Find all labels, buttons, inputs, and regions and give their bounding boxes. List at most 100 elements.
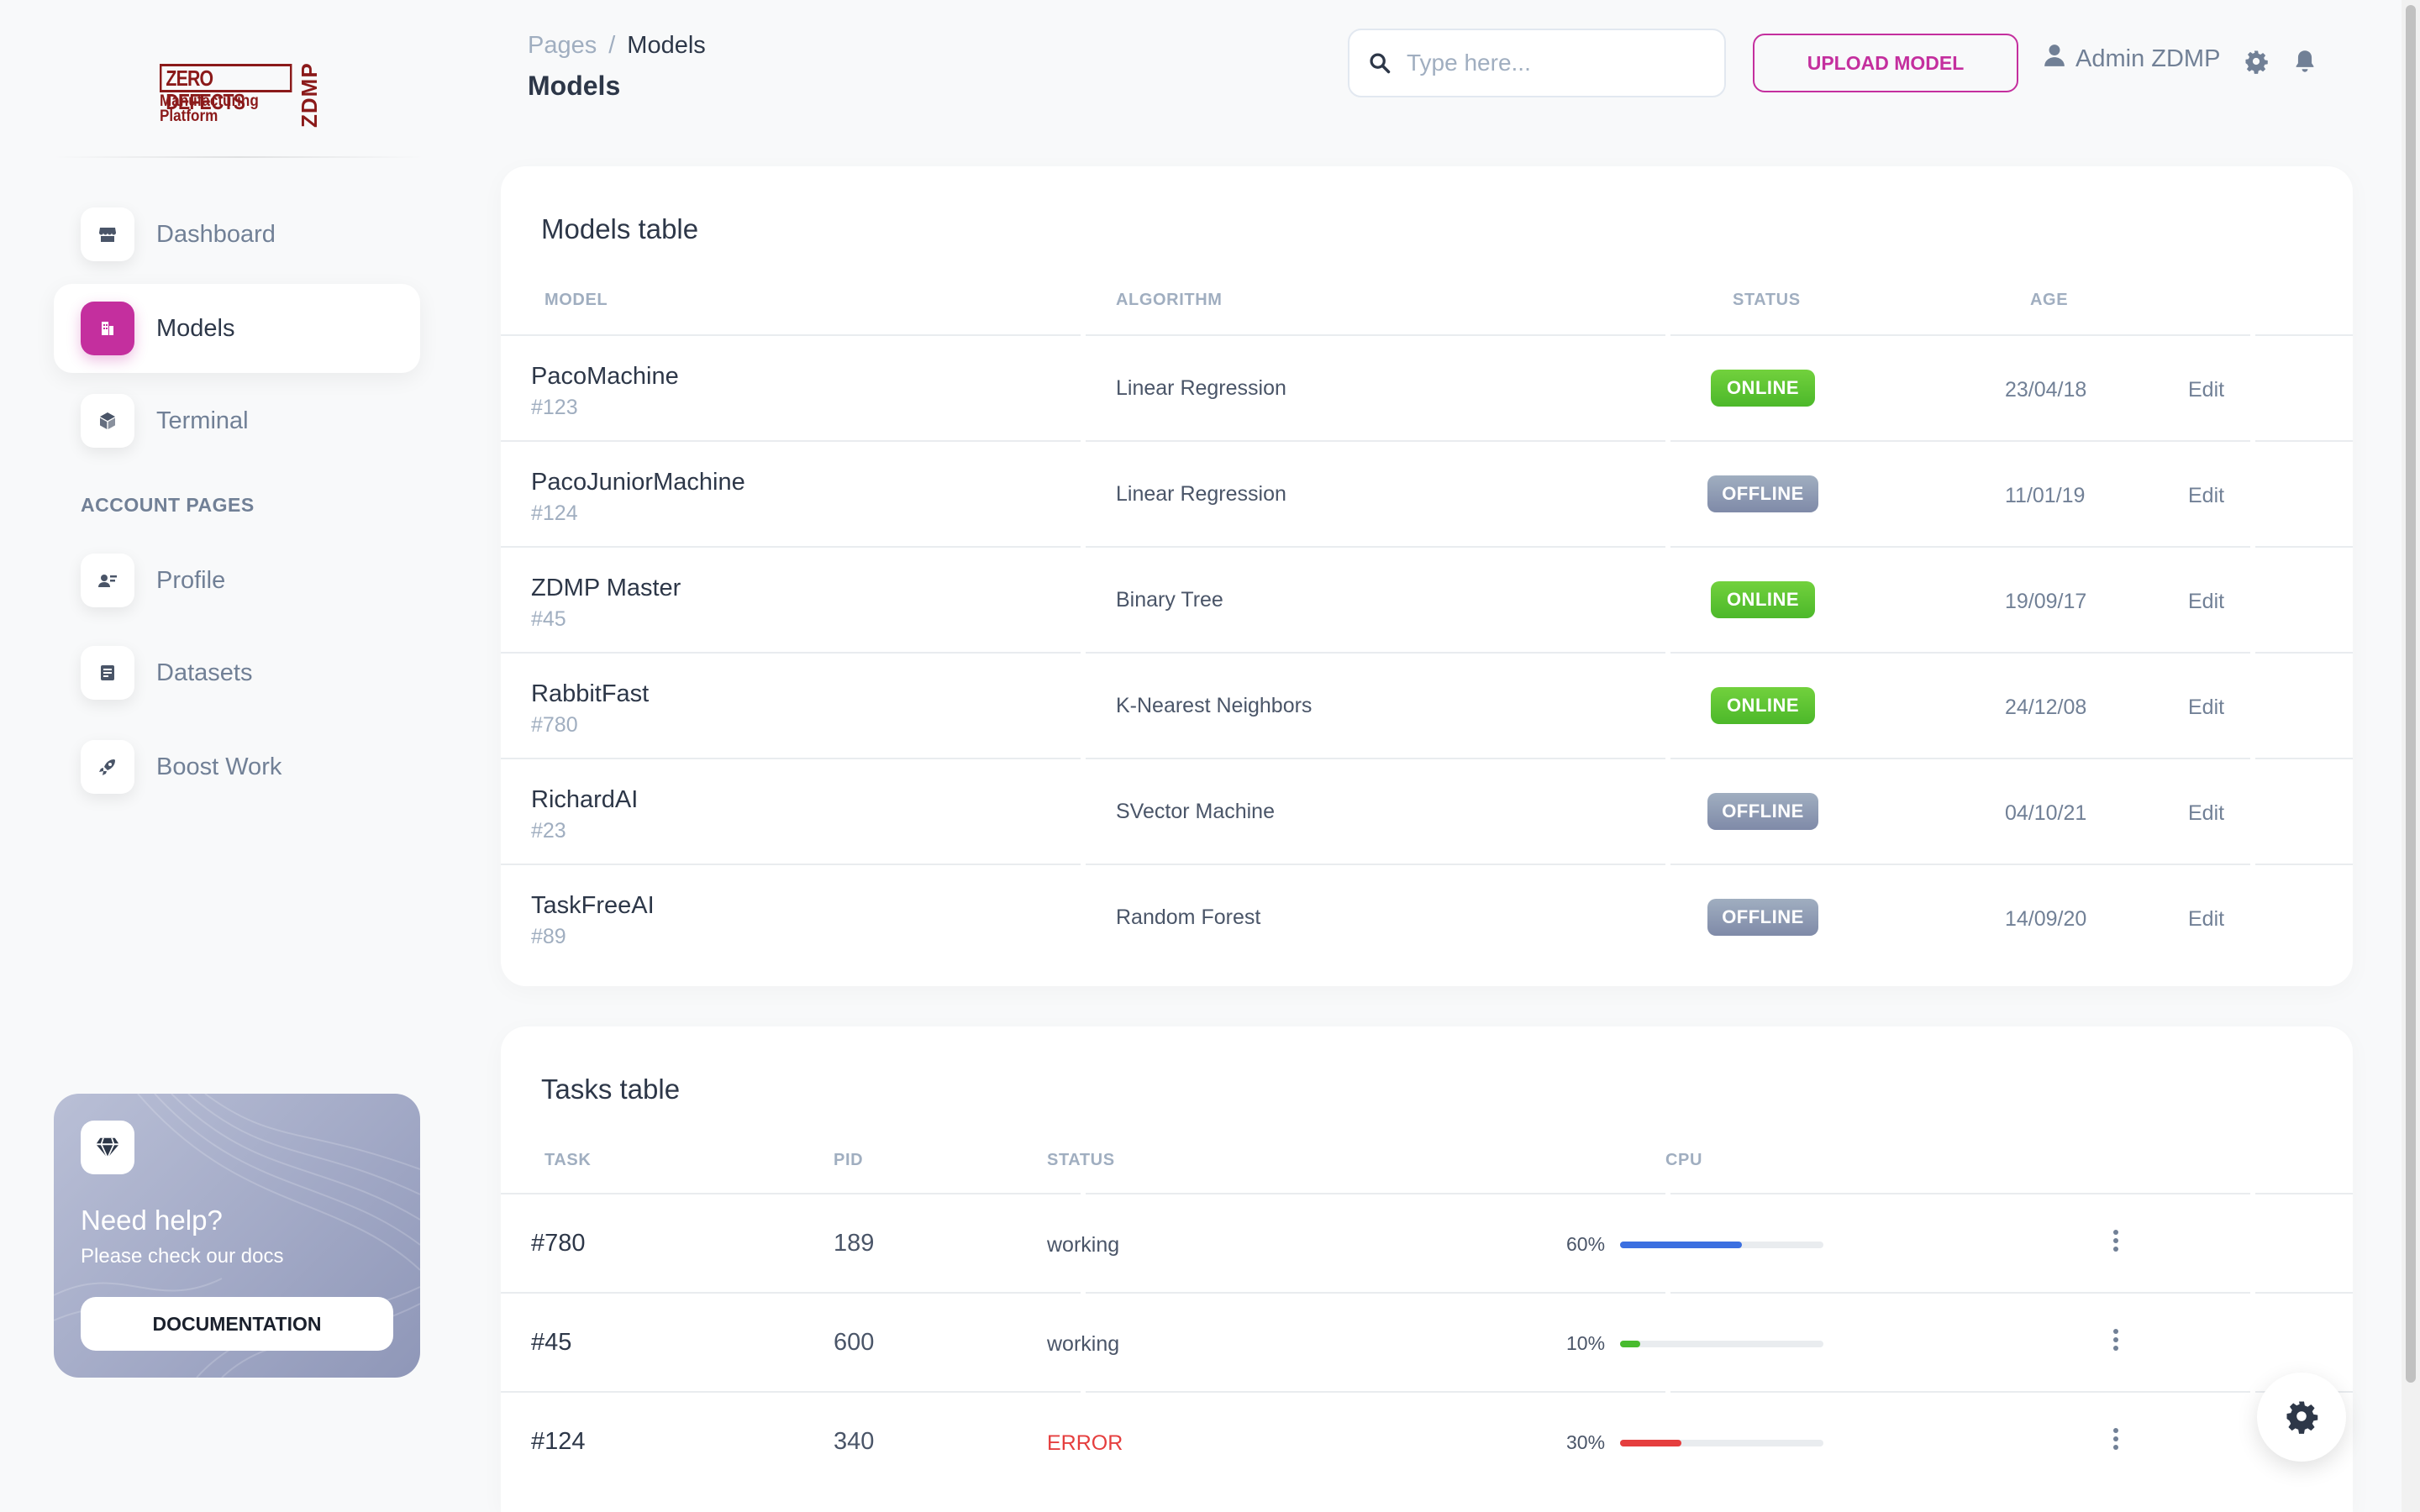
model-algorithm: K-Nearest Neighbors [1116, 694, 1313, 717]
cpu-progress-bar [1620, 1242, 1823, 1248]
model-name: ZDMP Master [531, 575, 681, 601]
model-id: #124 [531, 501, 578, 525]
box-icon [81, 394, 134, 448]
model-name: PacoJuniorMachine [531, 469, 745, 496]
tasks-table-card: Tasks table TASK PID STATUS CPU #780 189… [501, 1026, 2353, 1512]
cpu-progress-bar [1620, 1341, 1823, 1347]
kebab-icon[interactable] [2112, 1428, 2119, 1450]
help-subtitle: Please check our docs [81, 1245, 284, 1268]
edit-link[interactable]: Edit [2188, 907, 2225, 931]
edit-link[interactable]: Edit [2188, 484, 2225, 507]
column-header-cpu: CPU [1665, 1151, 1703, 1169]
user-icon [2044, 44, 2065, 74]
task-status: ERROR [1047, 1431, 1123, 1455]
edit-link[interactable]: Edit [2188, 696, 2225, 719]
account-pages-heading: ACCOUNT PAGES [81, 494, 255, 516]
edit-link[interactable]: Edit [2188, 590, 2225, 613]
table-row: ZDMP Master #45 Binary Tree ONLINE 19/09… [501, 546, 2353, 652]
model-age: 19/09/17 [2005, 590, 2087, 613]
gear-icon[interactable] [2242, 47, 2270, 76]
search-input[interactable] [1407, 50, 1709, 76]
diamond-icon [81, 1121, 134, 1174]
sidebar-divider [54, 156, 424, 158]
sidebar-item-boost-work[interactable]: Boost Work [54, 722, 420, 811]
help-card: Need help? Please check our docs DOCUMEN… [54, 1094, 420, 1378]
logo-title: ZERO DEFECTS [160, 64, 292, 113]
task-pid: 600 [834, 1329, 875, 1356]
model-id: #123 [531, 396, 578, 419]
column-header-age: AGE [2030, 291, 2069, 309]
column-header-pid: PID [834, 1151, 864, 1169]
gear-icon [2284, 1399, 2319, 1436]
task-status: working [1047, 1233, 1120, 1257]
breadcrumb-separator: / [608, 32, 616, 59]
task-pid: 189 [834, 1230, 875, 1257]
table-row: RichardAI #23 SVector Machine OFFLINE 04… [501, 758, 2353, 864]
model-algorithm: Random Forest [1116, 906, 1261, 929]
upload-model-button[interactable]: UPLOAD MODEL [1753, 34, 2018, 92]
breadcrumb-current: Models [627, 32, 706, 59]
cpu-percent: 60% [1566, 1233, 1606, 1255]
row-divider [501, 652, 2353, 654]
model-algorithm: Binary Tree [1116, 588, 1223, 612]
sidebar-item-dashboard[interactable]: Dashboard [54, 190, 420, 279]
scrollbar-thumb[interactable] [2406, 5, 2416, 1383]
column-header-status: STATUS [1733, 291, 1801, 309]
table-row: PacoJuniorMachine #124 Linear Regression… [501, 440, 2353, 546]
task-pid: 340 [834, 1428, 875, 1455]
zdmp-logo[interactable]: ZERO DEFECTS Manufacturing Platform ZDMP [156, 57, 322, 128]
column-header-status: STATUS [1047, 1151, 1115, 1169]
task-id: #780 [531, 1230, 586, 1257]
user-menu[interactable]: Admin ZDMP [2044, 44, 2220, 74]
status-badge: ONLINE [1711, 370, 1815, 407]
sidebar: ZERO DEFECTS Manufacturing Platform ZDMP… [0, 0, 471, 1512]
sidebar-item-label: Terminal [156, 407, 249, 434]
documentation-button[interactable]: DOCUMENTATION [81, 1297, 393, 1351]
model-algorithm: SVector Machine [1116, 800, 1275, 823]
sidebar-item-label: Models [156, 314, 235, 342]
breadcrumb: Pages / Models [528, 32, 706, 60]
page-scrollbar[interactable] [2402, 0, 2420, 1512]
task-id: #124 [531, 1428, 586, 1455]
model-algorithm: Linear Regression [1116, 482, 1286, 506]
model-age: 04/10/21 [2005, 801, 2087, 825]
row-divider [501, 546, 2353, 548]
status-badge: ONLINE [1711, 581, 1815, 618]
models-table-title: Models table [541, 213, 699, 244]
model-name: TaskFreeAI [531, 892, 655, 919]
model-name: PacoMachine [531, 363, 679, 390]
sidebar-item-datasets[interactable]: Datasets [54, 628, 420, 717]
model-age: 11/01/19 [2005, 484, 2086, 507]
kebab-icon[interactable] [2112, 1230, 2119, 1252]
settings-fab[interactable] [2257, 1373, 2346, 1462]
cpu-progress-fill [1620, 1440, 1681, 1446]
bell-icon[interactable] [2291, 47, 2319, 76]
breadcrumb-root[interactable]: Pages [528, 32, 597, 59]
search-icon [1368, 50, 1395, 76]
row-divider [501, 1292, 2353, 1294]
model-algorithm: Linear Regression [1116, 376, 1286, 400]
sidebar-item-terminal[interactable]: Terminal [54, 376, 420, 465]
row-divider [501, 1391, 2353, 1393]
sidebar-item-profile[interactable]: Profile [54, 536, 420, 625]
cpu-progress-fill [1620, 1341, 1641, 1347]
cpu-percent: 10% [1566, 1332, 1606, 1354]
sidebar-item-models[interactable]: Models [54, 284, 420, 373]
cpu-progress-bar [1620, 1440, 1823, 1446]
model-age: 23/04/18 [2005, 378, 2087, 402]
sidebar-item-label: Boost Work [156, 753, 282, 780]
column-header-model: MODEL [544, 291, 608, 309]
edit-link[interactable]: Edit [2188, 801, 2225, 825]
row-divider [501, 864, 2353, 865]
search-box[interactable] [1348, 29, 1726, 97]
edit-link[interactable]: Edit [2188, 378, 2225, 402]
status-badge: OFFLINE [1707, 899, 1818, 936]
sidebar-item-label: Datasets [156, 659, 253, 686]
model-id: #780 [531, 713, 578, 737]
column-header-task: TASK [544, 1151, 592, 1169]
kebab-icon[interactable] [2112, 1329, 2119, 1351]
model-age: 14/09/20 [2005, 907, 2087, 931]
sidebar-item-label: Profile [156, 566, 226, 594]
task-id: #45 [531, 1329, 572, 1356]
row-divider [501, 440, 2353, 442]
